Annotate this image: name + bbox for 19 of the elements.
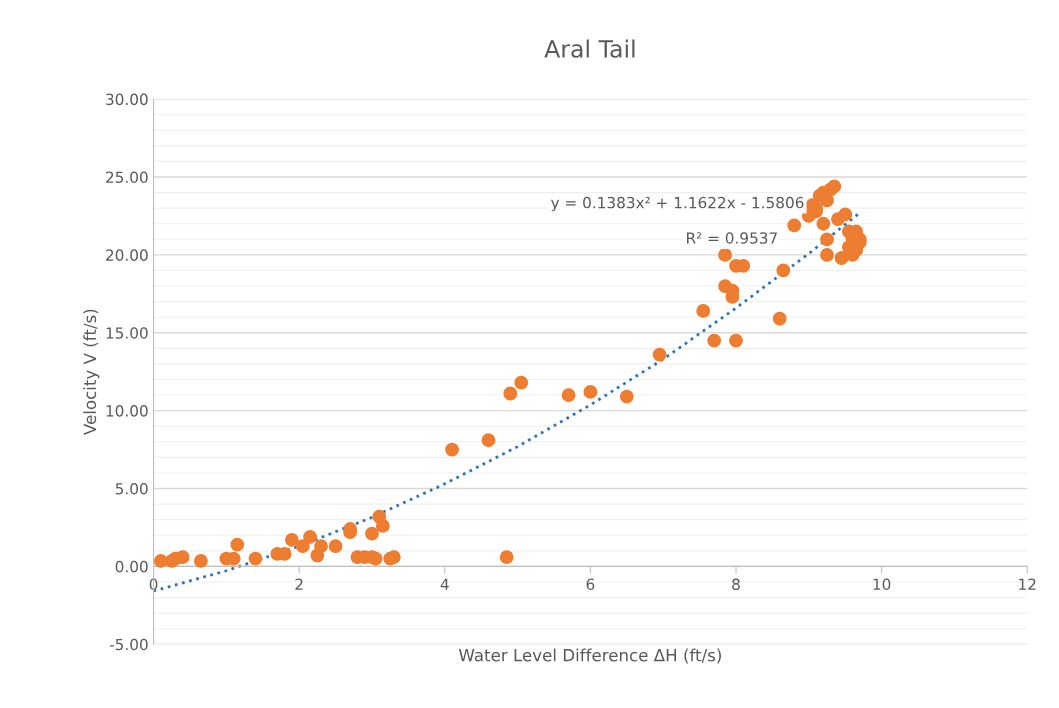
annotation: y = 0.1383x² + 1.1622x - 1.5806 bbox=[551, 196, 804, 212]
x-tick-label: 10 bbox=[873, 578, 891, 591]
y-tick-label: 25.00 bbox=[106, 171, 148, 184]
x-tick-label: 6 bbox=[586, 578, 595, 591]
annotation: R² = 0.9537 bbox=[687, 232, 777, 244]
y-tick-label: -5.00 bbox=[109, 638, 148, 651]
x-tick-label: 2 bbox=[295, 578, 303, 590]
y-tick-label: 15.00 bbox=[106, 327, 148, 339]
x-tick-label: 4 bbox=[440, 578, 449, 590]
y-tick-label: 10.00 bbox=[106, 405, 148, 417]
x-axis-title: Water Level Difference ΔH (ft/s) bbox=[458, 648, 721, 664]
chart-title: Aral Tail bbox=[544, 39, 635, 58]
y-tick-label: 20.00 bbox=[106, 249, 148, 261]
y-tick-label: 5.00 bbox=[115, 482, 148, 495]
x-tick-label: 12 bbox=[1019, 578, 1036, 590]
x-tick-label: 8 bbox=[732, 578, 740, 591]
y-axis-title: Velocity V (ft/s) bbox=[83, 309, 100, 435]
y-tick-label: 0.00 bbox=[115, 560, 148, 573]
y-tick-label: 30.00 bbox=[106, 93, 148, 106]
